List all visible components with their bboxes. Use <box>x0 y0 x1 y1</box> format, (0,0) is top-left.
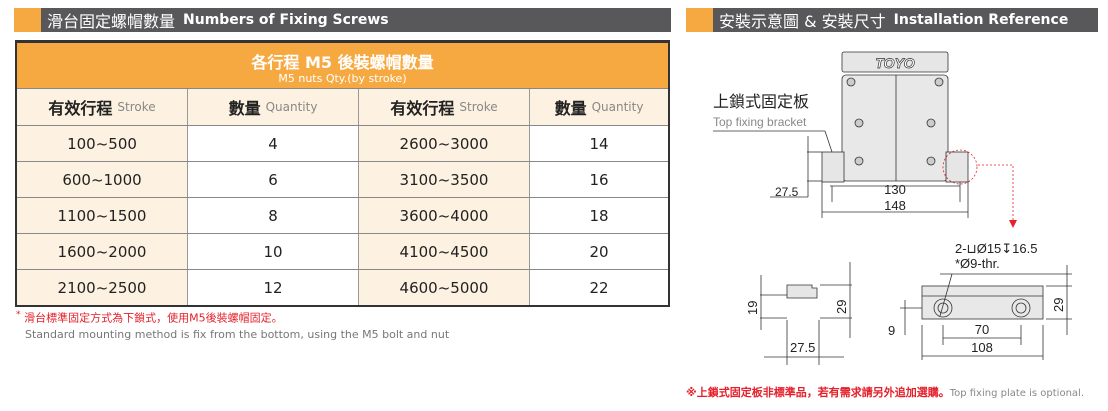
accent-block <box>686 8 713 32</box>
table-title-zh: 各行程 M5 後裝螺帽數量 <box>251 53 434 72</box>
section-title-zh: 安裝示意圖 & 安裝尺寸 <box>719 12 886 31</box>
header-en: Stroke <box>117 100 156 114</box>
dim-148: 148 <box>884 198 906 213</box>
quantity-cell: 12 <box>188 270 359 305</box>
dim-9: 9 <box>888 323 895 338</box>
section-title-en: Numbers of Fixing Screws <box>183 12 389 28</box>
header-quantity: 數量 Quantity <box>188 89 359 125</box>
table-header-row: 有效行程 Stroke 數量 Quantity 有效行程 Stroke 數量 Quant… <box>17 88 668 125</box>
dim-27-5: 27.5 <box>790 340 815 355</box>
hole-thru: *Ø9-thr. <box>955 256 1000 271</box>
header-zh: 數量 <box>554 99 587 118</box>
header-en: Quantity <box>591 100 644 114</box>
hole-spec: 2-⊔Ø15↧16.5 <box>955 241 1037 256</box>
header-en: Stroke <box>459 100 498 114</box>
bracket-label-zh: 上鎖式固定板 <box>713 93 809 111</box>
stroke-cell: 4600~5000 <box>359 270 530 305</box>
table-row: 2100~2500 12 4600~5000 22 <box>17 269 668 305</box>
screw-quantity-table: 各行程 M5 後裝螺帽數量 M5 nuts Qty.(by stroke) 有效… <box>15 40 670 307</box>
section-header-installation: 安裝示意圖 & 安裝尺寸 Installation Reference <box>686 8 1098 32</box>
quantity-cell: 6 <box>188 162 359 197</box>
note-zh: 滑台標準固定方式為下鎖式，使用M5後裝螺帽固定。 <box>24 311 283 325</box>
bottom-note-en: Top fixing plate is optional. <box>949 388 1084 399</box>
quantity-cell: 14 <box>530 126 668 161</box>
table-row: 1100~1500 8 3600~4000 18 <box>17 197 668 233</box>
header-en: Quantity <box>265 100 318 114</box>
stroke-cell: 1600~2000 <box>17 234 188 269</box>
stroke-cell: 4100~4500 <box>359 234 530 269</box>
dim-29-plan: 29 <box>1051 298 1066 312</box>
dim-108: 108 <box>971 340 993 355</box>
stroke-cell: 3100~3500 <box>359 162 530 197</box>
dim-70: 70 <box>975 322 989 337</box>
dim-19: 19 <box>745 301 760 315</box>
table-title: 各行程 M5 後裝螺帽數量 M5 nuts Qty.(by stroke) <box>17 40 668 88</box>
slider-front-view: TOYO <box>713 51 1017 228</box>
quantity-cell: 8 <box>188 198 359 233</box>
stroke-cell: 100~500 <box>17 126 188 161</box>
table-title-en: M5 nuts Qty.(by stroke) <box>278 72 407 85</box>
table-row: 1600~2000 10 4100~4500 20 <box>17 233 668 269</box>
bracket-side-view <box>760 262 852 365</box>
accent-block <box>14 8 41 32</box>
quantity-cell: 16 <box>530 162 668 197</box>
header-zh: 有效行程 <box>48 99 113 118</box>
header-quantity: 數量 Quantity <box>530 89 668 125</box>
toyo-logo: TOYO <box>875 55 915 71</box>
bracket-label-en: Top fixing bracket <box>713 115 807 129</box>
note-mark: * <box>16 309 21 320</box>
header-zh: 數量 <box>228 99 261 118</box>
section-header-fixing-screws: 滑台固定螺帽數量 Numbers of Fixing Screws <box>14 8 671 32</box>
stroke-cell: 2100~2500 <box>17 270 188 305</box>
quantity-cell: 18 <box>530 198 668 233</box>
dim-130: 130 <box>884 182 906 197</box>
stroke-cell: 3600~4000 <box>359 198 530 233</box>
header-stroke: 有效行程 Stroke <box>17 89 188 125</box>
optional-plate-note: ※上鎖式固定板非標準品，若有需求請另外追加選購。Top fixing plate… <box>686 384 1084 400</box>
stroke-cell: 600~1000 <box>17 162 188 197</box>
table-row: 600~1000 6 3100~3500 16 <box>17 161 668 197</box>
bracket-plan-view <box>900 265 1072 360</box>
header-stroke: 有效行程 Stroke <box>359 89 530 125</box>
quantity-cell: 10 <box>188 234 359 269</box>
mounting-note: * 滑台標準固定方式為下鎖式，使用M5後裝螺帽固定。 Standard moun… <box>16 309 449 341</box>
section-title-zh: 滑台固定螺帽數量 <box>47 12 176 31</box>
quantity-cell: 4 <box>188 126 359 161</box>
note-en: Standard mounting method is fix from the… <box>25 327 450 341</box>
stroke-cell: 2600~3000 <box>359 126 530 161</box>
stroke-cell: 1100~1500 <box>17 198 188 233</box>
header-zh: 有效行程 <box>390 99 455 118</box>
quantity-cell: 20 <box>530 234 668 269</box>
dim-29-side: 29 <box>834 300 849 314</box>
dim-height: 27.5 <box>775 185 799 199</box>
table-row: 100~500 4 2600~3000 14 <box>17 125 668 161</box>
section-title-en: Installation Reference <box>893 12 1069 28</box>
quantity-cell: 22 <box>530 270 668 305</box>
bottom-note-zh: ※上鎖式固定板非標準品，若有需求請另外追加選購。 <box>686 386 950 399</box>
installation-drawing: TOYO 上鎖式固定板 Top fixing bracket 27.5 130 … <box>713 51 1072 365</box>
